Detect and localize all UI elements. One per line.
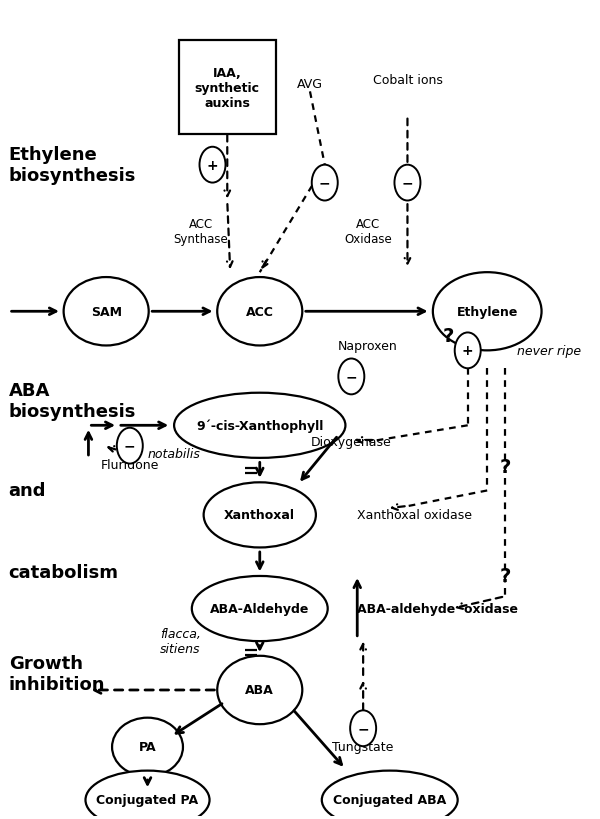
Text: −: − [319, 176, 331, 190]
Text: Ethylene: Ethylene [457, 305, 518, 319]
Ellipse shape [85, 771, 209, 819]
Ellipse shape [112, 717, 183, 776]
Text: PA: PA [139, 740, 157, 753]
Text: ABA
biosynthesis: ABA biosynthesis [8, 382, 136, 421]
Text: Fluridone: Fluridone [101, 459, 159, 471]
Text: Tungstate: Tungstate [332, 740, 394, 753]
Text: ABA-aldehyde  oxidase: ABA-aldehyde oxidase [357, 602, 518, 615]
Ellipse shape [174, 393, 346, 459]
Circle shape [350, 710, 376, 746]
Text: Conjugated ABA: Conjugated ABA [333, 794, 446, 807]
Ellipse shape [203, 482, 316, 548]
Text: and: and [8, 482, 46, 500]
Text: −: − [346, 370, 357, 384]
Circle shape [455, 333, 481, 369]
Text: +: + [206, 158, 218, 173]
Circle shape [394, 165, 421, 201]
Circle shape [117, 428, 143, 464]
Text: flacca,
sitiens: flacca, sitiens [160, 627, 200, 655]
Text: Xanthoxal: Xanthoxal [224, 509, 295, 522]
Text: notabilis: notabilis [148, 448, 200, 461]
Ellipse shape [433, 273, 542, 351]
Text: ABA-Aldehyde: ABA-Aldehyde [210, 602, 310, 615]
Text: −: − [358, 722, 369, 735]
Circle shape [338, 359, 364, 395]
Text: Dioxygenase: Dioxygenase [311, 436, 392, 449]
Text: ACC
Synthase: ACC Synthase [173, 218, 228, 247]
Ellipse shape [64, 278, 149, 346]
Text: AVG: AVG [297, 78, 323, 91]
Text: Conjugated PA: Conjugated PA [97, 794, 199, 807]
Text: never ripe: never ripe [517, 345, 581, 357]
Text: ACC: ACC [246, 305, 274, 319]
Text: ABA: ABA [245, 684, 274, 697]
Ellipse shape [192, 577, 328, 641]
Text: Ethylene
biosynthesis: Ethylene biosynthesis [8, 146, 136, 185]
Text: ?: ? [499, 457, 511, 476]
Circle shape [200, 147, 226, 183]
Text: Xanthoxal oxidase: Xanthoxal oxidase [357, 509, 472, 522]
Text: SAM: SAM [91, 305, 122, 319]
Text: ACC
Oxidase: ACC Oxidase [344, 218, 392, 247]
Ellipse shape [217, 278, 302, 346]
Circle shape [312, 165, 338, 201]
Ellipse shape [217, 656, 302, 724]
Text: catabolism: catabolism [8, 563, 119, 581]
Ellipse shape [322, 771, 458, 819]
Text: IAA,
synthetic
auxins: IAA, synthetic auxins [195, 66, 260, 110]
Text: Cobalt ions: Cobalt ions [373, 74, 442, 87]
Text: −: − [124, 439, 136, 453]
Text: 9´-cis-Xanthophyll: 9´-cis-Xanthophyll [196, 419, 323, 432]
Text: +: + [462, 344, 473, 358]
Text: ?: ? [499, 567, 511, 586]
Text: Growth
inhibition: Growth inhibition [8, 654, 105, 693]
Text: Naproxen: Naproxen [338, 340, 398, 352]
FancyBboxPatch shape [179, 42, 276, 135]
Text: −: − [401, 176, 413, 190]
Text: ?: ? [443, 327, 454, 346]
